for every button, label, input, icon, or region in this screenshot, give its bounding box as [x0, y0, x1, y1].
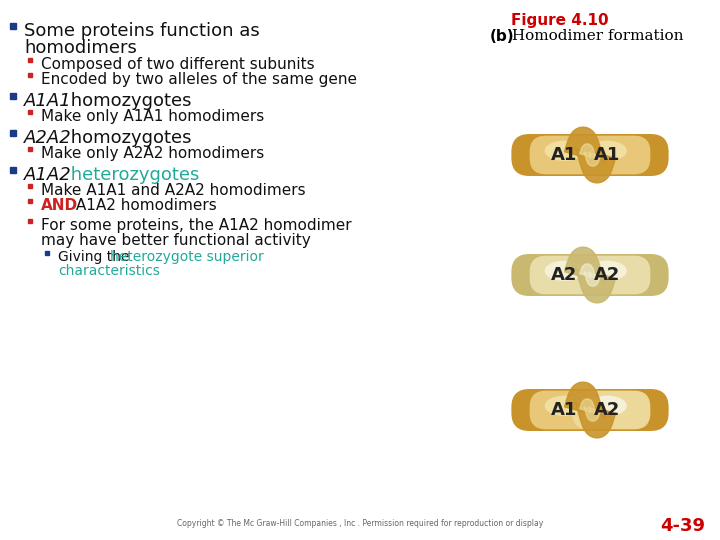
Polygon shape	[564, 247, 616, 303]
Ellipse shape	[545, 261, 584, 280]
FancyBboxPatch shape	[530, 390, 608, 429]
Text: Make only A1A1 homodimers: Make only A1A1 homodimers	[41, 109, 264, 124]
Text: Homodimer formation: Homodimer formation	[507, 29, 683, 43]
Bar	[28, 199, 32, 203]
Text: A1: A1	[594, 146, 620, 164]
FancyBboxPatch shape	[572, 390, 650, 429]
Polygon shape	[580, 399, 600, 421]
Text: For some proteins, the A1A2 homodimer: For some proteins, the A1A2 homodimer	[41, 218, 351, 233]
FancyBboxPatch shape	[511, 134, 669, 176]
Ellipse shape	[588, 141, 626, 160]
Text: A2: A2	[552, 266, 577, 284]
FancyBboxPatch shape	[572, 255, 650, 294]
Bar	[28, 219, 32, 223]
Text: homodimers: homodimers	[24, 39, 137, 57]
Ellipse shape	[545, 396, 584, 415]
Text: homozygotes: homozygotes	[65, 92, 192, 110]
Bar	[28, 184, 32, 188]
Text: characteristics: characteristics	[58, 264, 160, 278]
Bar	[10, 130, 16, 136]
Text: (b): (b)	[490, 29, 515, 44]
Text: Figure 4.10: Figure 4.10	[511, 13, 609, 28]
FancyBboxPatch shape	[530, 136, 608, 174]
Text: A2A2: A2A2	[24, 129, 72, 147]
FancyBboxPatch shape	[572, 136, 650, 174]
Text: A2: A2	[594, 266, 620, 284]
Bar	[28, 58, 32, 62]
Text: Giving the: Giving the	[58, 250, 134, 264]
Text: 4-39: 4-39	[660, 517, 705, 535]
Text: Composed of two different subunits: Composed of two different subunits	[41, 57, 315, 72]
Bar	[10, 167, 16, 173]
FancyBboxPatch shape	[530, 255, 608, 294]
Text: may have better functional activity: may have better functional activity	[41, 233, 311, 248]
FancyBboxPatch shape	[511, 254, 669, 296]
Bar	[45, 251, 49, 255]
Text: Copyright © The Mc Graw-Hill Companies , Inc . Permission required for reproduct: Copyright © The Mc Graw-Hill Companies ,…	[177, 519, 543, 528]
Text: homozygotes: homozygotes	[65, 129, 192, 147]
Text: Encoded by two alleles of the same gene: Encoded by two alleles of the same gene	[41, 72, 357, 87]
Text: A1: A1	[552, 146, 577, 164]
Polygon shape	[564, 382, 616, 438]
Text: Some proteins function as: Some proteins function as	[24, 22, 260, 40]
Text: A1A2 homodimers: A1A2 homodimers	[71, 198, 217, 213]
Ellipse shape	[588, 396, 626, 415]
FancyBboxPatch shape	[511, 389, 669, 431]
Text: AND: AND	[41, 198, 78, 213]
Bar	[28, 110, 32, 114]
Text: A1A2: A1A2	[24, 166, 72, 184]
Polygon shape	[580, 264, 600, 286]
Ellipse shape	[545, 141, 584, 160]
Polygon shape	[580, 144, 600, 166]
Text: A1: A1	[552, 401, 577, 419]
Text: heterozygotes: heterozygotes	[65, 166, 199, 184]
Bar	[10, 93, 16, 99]
Text: A1A1: A1A1	[24, 92, 72, 110]
Bar	[28, 73, 32, 77]
Text: heterozygote superior: heterozygote superior	[110, 250, 264, 264]
Text: Make A1A1 and A2A2 homodimers: Make A1A1 and A2A2 homodimers	[41, 183, 305, 198]
Ellipse shape	[588, 261, 626, 280]
Bar	[28, 147, 32, 151]
Text: A2: A2	[594, 401, 620, 419]
Text: Make only A2A2 homodimers: Make only A2A2 homodimers	[41, 146, 264, 161]
Bar	[10, 23, 16, 29]
Polygon shape	[564, 127, 616, 183]
